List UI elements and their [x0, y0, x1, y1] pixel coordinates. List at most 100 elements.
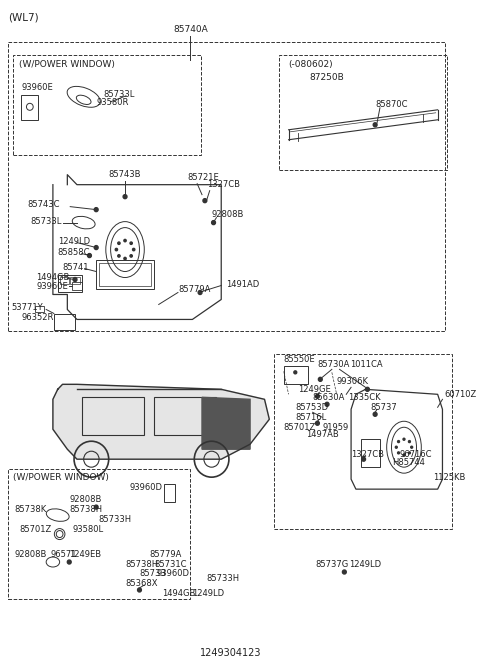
Circle shape: [198, 291, 202, 295]
Bar: [35, 306, 44, 312]
Circle shape: [67, 560, 71, 564]
Polygon shape: [202, 397, 250, 449]
Text: 1249GE: 1249GE: [298, 385, 331, 394]
Circle shape: [130, 242, 132, 244]
Text: 85731C: 85731C: [154, 559, 186, 569]
Text: 93960D: 93960D: [130, 482, 163, 492]
Circle shape: [294, 371, 297, 374]
Text: 85737G: 85737G: [315, 559, 349, 569]
Text: (WL7): (WL7): [8, 13, 38, 23]
Text: 1491AD: 1491AD: [226, 280, 259, 289]
Text: 85368X: 85368X: [125, 579, 157, 588]
Circle shape: [365, 387, 370, 391]
Bar: [70, 277, 80, 283]
Text: 1497AB: 1497AB: [306, 430, 338, 439]
Text: 85740A: 85740A: [173, 26, 208, 34]
Circle shape: [124, 258, 126, 260]
Circle shape: [124, 239, 126, 242]
Circle shape: [94, 208, 98, 212]
Circle shape: [342, 570, 346, 574]
Bar: [13, 55, 201, 155]
Circle shape: [130, 255, 132, 257]
Text: 85753D: 85753D: [295, 403, 328, 412]
Text: (-080602): (-080602): [288, 61, 333, 69]
Circle shape: [408, 452, 410, 454]
Circle shape: [397, 441, 399, 443]
Text: 96716C: 96716C: [399, 449, 432, 459]
Text: 85721E: 85721E: [188, 173, 219, 182]
Circle shape: [397, 452, 399, 454]
Circle shape: [94, 246, 98, 250]
Text: 1335CK: 1335CK: [348, 393, 381, 402]
Circle shape: [403, 438, 405, 440]
Text: 85701Z: 85701Z: [19, 525, 51, 534]
Circle shape: [396, 446, 397, 448]
Bar: [21, 95, 38, 120]
Text: 85716L: 85716L: [295, 413, 326, 422]
Text: 91959: 91959: [322, 423, 348, 432]
Text: 85733L: 85733L: [31, 217, 62, 226]
Text: 85730A: 85730A: [317, 360, 350, 369]
Text: 1494GB: 1494GB: [36, 273, 70, 282]
Text: 85737: 85737: [371, 403, 397, 412]
Text: 85870C: 85870C: [375, 100, 408, 109]
Circle shape: [118, 242, 120, 244]
Circle shape: [138, 588, 142, 592]
Text: 93960E: 93960E: [36, 282, 68, 291]
Circle shape: [315, 421, 319, 425]
Bar: [274, 355, 452, 529]
Text: 85738H: 85738H: [69, 505, 102, 513]
Circle shape: [73, 277, 77, 281]
Circle shape: [87, 254, 91, 258]
Bar: [58, 275, 82, 293]
Text: (W/POWER WINDOW): (W/POWER WINDOW): [19, 61, 115, 69]
Bar: [82, 397, 144, 435]
Text: 85743B: 85743B: [109, 170, 141, 179]
Text: 1327CB: 1327CB: [207, 180, 240, 189]
Text: (W/POWER WINDOW): (W/POWER WINDOW): [13, 473, 109, 482]
Bar: [99, 262, 151, 287]
Bar: [54, 314, 75, 330]
Circle shape: [203, 198, 207, 203]
Text: 93960D: 93960D: [157, 569, 190, 579]
Text: 1249LD: 1249LD: [192, 589, 225, 598]
Text: 85733H: 85733H: [207, 575, 240, 583]
Bar: [360, 440, 380, 467]
Text: 93580L: 93580L: [72, 525, 103, 534]
Bar: [284, 366, 308, 384]
Text: 1494GB: 1494GB: [162, 589, 195, 598]
Text: 1249LD: 1249LD: [58, 237, 90, 246]
Text: 93960E: 93960E: [21, 83, 53, 92]
Text: 85630A: 85630A: [312, 393, 345, 402]
Bar: [154, 397, 216, 435]
Circle shape: [318, 378, 322, 382]
Text: 53771Y: 53771Y: [12, 303, 43, 312]
Text: 85701Z: 85701Z: [284, 423, 316, 432]
Text: 96352R: 96352R: [21, 313, 54, 322]
Circle shape: [212, 221, 216, 225]
Text: 92808B: 92808B: [212, 210, 244, 219]
Bar: [8, 469, 191, 599]
Text: H85744: H85744: [393, 458, 425, 467]
Circle shape: [132, 248, 135, 251]
Text: 85738H: 85738H: [125, 559, 158, 569]
Text: 1249LD: 1249LD: [349, 559, 381, 569]
Text: 85550E: 85550E: [284, 355, 315, 364]
Bar: [72, 281, 82, 291]
Circle shape: [373, 123, 377, 127]
Text: 85733H: 85733H: [98, 515, 131, 524]
Text: 1327CB: 1327CB: [351, 449, 384, 459]
Circle shape: [403, 454, 405, 456]
Text: 85733: 85733: [140, 569, 166, 579]
Text: 85741: 85741: [62, 263, 89, 272]
Text: 85779A: 85779A: [178, 285, 210, 294]
Bar: [8, 42, 445, 331]
Circle shape: [94, 505, 98, 509]
Text: 85738K: 85738K: [14, 505, 47, 513]
Text: 85743C: 85743C: [27, 200, 60, 209]
Text: 96571: 96571: [50, 550, 76, 559]
Text: 85858C: 85858C: [58, 248, 90, 257]
Circle shape: [115, 248, 118, 251]
Circle shape: [315, 394, 319, 398]
Text: 85733L: 85733L: [103, 90, 135, 100]
